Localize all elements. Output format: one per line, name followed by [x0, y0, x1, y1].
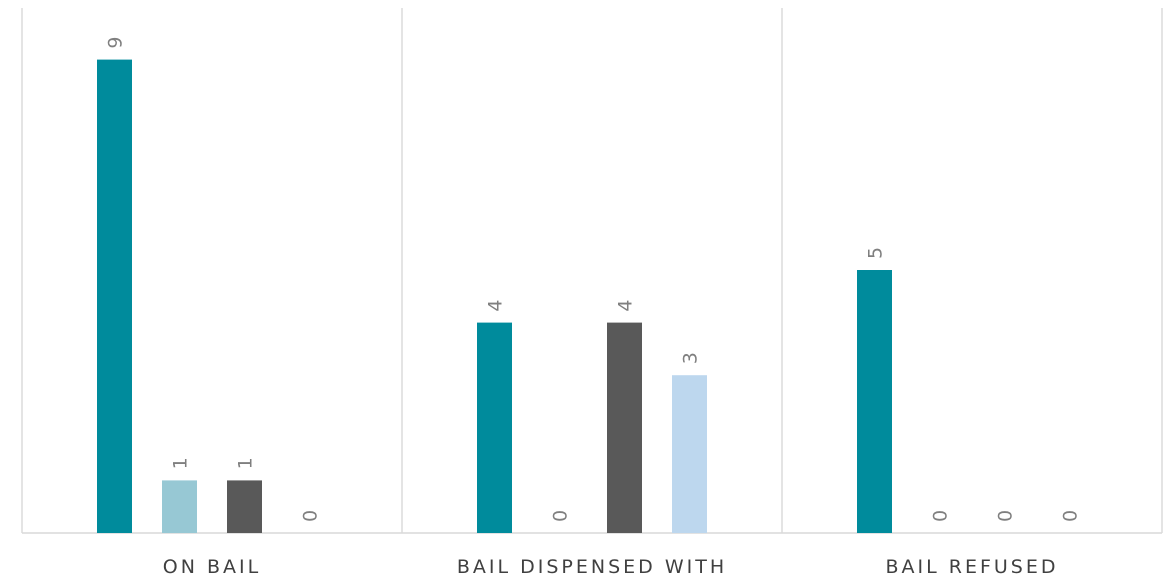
- category-label: BAIL DISPENSED WITH: [457, 556, 727, 578]
- category-label: ON BAIL: [163, 556, 261, 578]
- chart-data-labels: 9 1 1 0 4 0 4 3 5 0 0 0: [105, 37, 1082, 522]
- bar: [477, 322, 512, 533]
- bar-data-label: 4: [485, 300, 507, 312]
- bar-data-label: 0: [995, 510, 1017, 522]
- bar: [227, 480, 262, 533]
- bar-data-label: 1: [235, 457, 257, 469]
- bar: [162, 480, 197, 533]
- bar-data-label: 0: [930, 510, 952, 522]
- bar-data-label: 9: [105, 37, 127, 49]
- bar: [607, 322, 642, 533]
- bar-data-label: 0: [550, 510, 572, 522]
- bar: [672, 375, 707, 533]
- bar-data-label: 0: [1060, 510, 1082, 522]
- bar-data-label: 0: [300, 510, 322, 522]
- bar-data-label: 4: [615, 300, 637, 312]
- chart-grid: [21, 8, 1163, 534]
- category-label: BAIL REFUSED: [886, 556, 1059, 578]
- bar: [97, 59, 132, 533]
- bar-data-label: 1: [170, 457, 192, 469]
- chart-bars: [97, 59, 892, 533]
- bar-data-label: 5: [865, 247, 887, 259]
- bar-data-label: 3: [680, 352, 702, 364]
- chart-category-labels: ON BAIL BAIL DISPENSED WITH BAIL REFUSED: [163, 556, 1059, 578]
- bar: [857, 270, 892, 533]
